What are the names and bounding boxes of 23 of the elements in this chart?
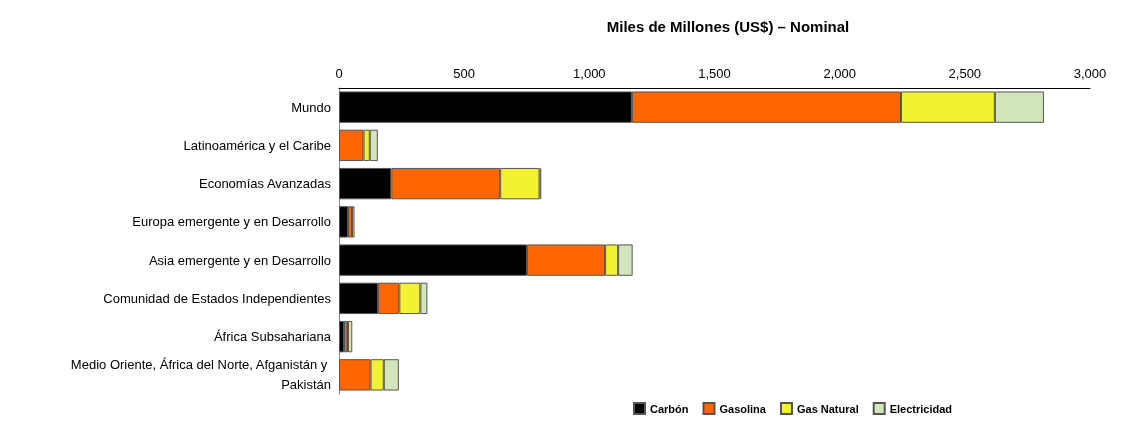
x-tick-label: 2,000 [823,66,856,81]
y-tick-label: Europa emergente y en Desarrollo [132,214,331,230]
bar [339,320,345,353]
x-tick-label: 1,500 [698,66,731,81]
x-tick-label: 500 [453,66,476,81]
chart-title: Miles de Millones (US$) – Nominal [606,18,850,35]
y-tick-label: Mundo [291,99,331,115]
x-tick-label: 2,500 [948,66,982,81]
x-tick-label: 0 [335,66,343,81]
y-tick-label: Comunidad de Estados Independientes [103,290,332,306]
y-tick-label: Economías Avanzadas [198,176,332,192]
legend-label: Electricidad [889,402,953,415]
legend-label: Gas Natural [796,402,859,415]
legend-label: Gasolina [719,402,767,415]
y-tick-label: África Subsahariana [213,329,332,345]
bar [339,206,349,238]
y-tick-label: Medio Oriente, África del Norte, Afganistán y Pakistán [70,357,331,393]
y-tick-label: Asia emergente y en Desarrollo [148,252,331,268]
x-tick-label: 1,000 [573,66,606,81]
legend-label: Carbón [650,402,689,415]
y-tick-label: Latinoamérica y el Caribe [183,137,331,153]
x-tick-label: 3,000 [1073,66,1107,81]
bar [348,320,353,353]
